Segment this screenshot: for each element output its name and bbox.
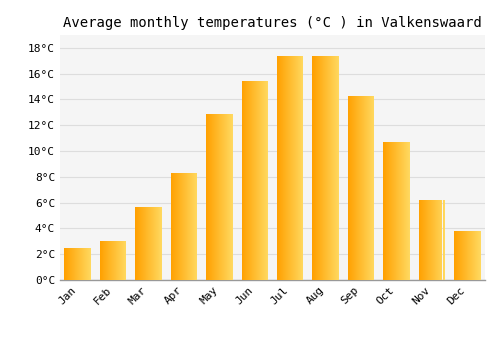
Title: Average monthly temperatures (°C ) in Valkenswaard: Average monthly temperatures (°C ) in Va… (63, 16, 482, 30)
